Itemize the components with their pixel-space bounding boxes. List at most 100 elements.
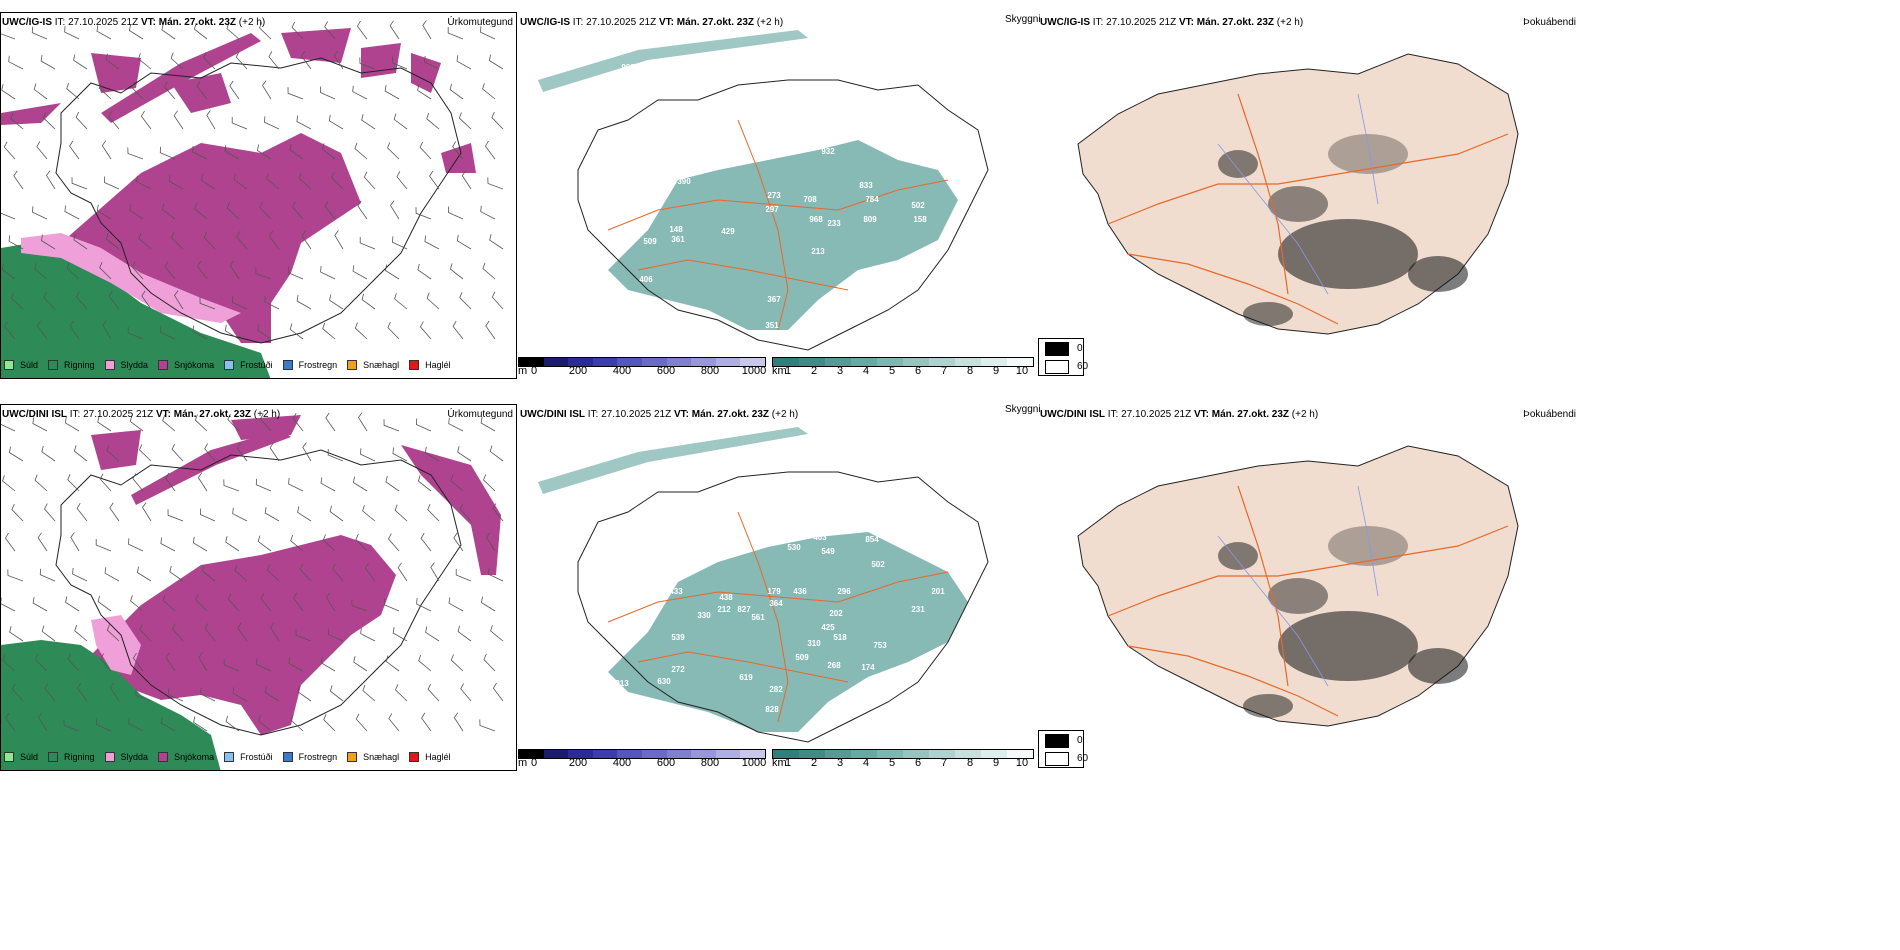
colorbar-unit: m xyxy=(518,757,528,769)
wind-barb xyxy=(259,201,272,220)
colorbar-tick: 1 xyxy=(784,365,792,377)
wind-barb xyxy=(231,296,248,310)
wind-barb xyxy=(289,143,304,160)
wind-barb xyxy=(352,265,368,280)
wind-barb xyxy=(43,291,56,310)
wind-barb xyxy=(128,717,144,732)
colorbar-tick: 10 xyxy=(1015,365,1029,377)
wind-barb xyxy=(138,232,152,250)
wind-barb xyxy=(160,717,176,732)
wind-barb xyxy=(229,260,240,280)
wind-barb xyxy=(417,263,432,280)
visibility-colorbar xyxy=(772,749,1034,759)
wind-barb xyxy=(267,564,280,582)
wind-barb xyxy=(66,82,80,100)
valid-time: VT: Mán. 27.okt. 23Z xyxy=(1178,17,1274,28)
wind-barb xyxy=(233,173,248,190)
wind-barb xyxy=(196,80,208,100)
cloud-height-label: 549 xyxy=(821,547,835,556)
legend-label: Haglél xyxy=(425,752,451,762)
wind-barb xyxy=(260,593,272,612)
legend-label: Frostúði xyxy=(240,360,273,370)
wind-barb xyxy=(480,26,496,40)
precip-panel-label: Úrkomutegund xyxy=(447,409,513,420)
wind-barb xyxy=(415,207,432,220)
wind-barb xyxy=(447,27,464,40)
wind-barb xyxy=(424,55,440,70)
wind-barb xyxy=(109,682,120,702)
sleet-area xyxy=(91,615,141,675)
wind-barb xyxy=(132,652,144,672)
fog-map-row2 xyxy=(1077,445,1519,727)
legend-label: Slydda xyxy=(120,360,149,370)
init-time: IT: 27.10.2025 21Z xyxy=(1092,17,1177,28)
wind-barb xyxy=(257,324,272,340)
wind-barb xyxy=(67,653,80,672)
colorbar-tick: 2 xyxy=(810,757,818,769)
wind-barb xyxy=(164,81,176,100)
wind-barb xyxy=(258,715,272,732)
wind-barb xyxy=(77,682,88,702)
wind-barb xyxy=(161,203,176,220)
wind-barb xyxy=(287,87,304,100)
cloud-height-label: 364 xyxy=(769,599,783,608)
cloud-height-label: 390 xyxy=(677,177,691,186)
cloud-height-label: 429 xyxy=(721,227,735,236)
snow-area xyxy=(81,415,501,735)
wind-barb xyxy=(255,478,272,492)
wind-barb xyxy=(171,232,184,250)
wind-barb xyxy=(319,86,336,100)
iceland-coastline xyxy=(577,471,989,743)
wind-barb xyxy=(72,567,88,582)
wind-barb xyxy=(424,235,440,250)
wind-barb xyxy=(291,21,304,40)
cloud-height-label: 433 xyxy=(669,587,683,596)
wind-barb xyxy=(32,417,48,432)
wind-barb xyxy=(41,445,56,462)
wind-barb xyxy=(71,177,88,190)
valid-time: VT: Mán. 27.okt. 23Z xyxy=(658,17,754,28)
wind-barb xyxy=(388,713,400,732)
wind-barb xyxy=(290,714,304,732)
wind-barb xyxy=(255,267,272,280)
wind-barb xyxy=(225,536,240,552)
colorbar-tick: 10 xyxy=(1015,757,1029,769)
wind-barb xyxy=(333,50,344,70)
wind-barb xyxy=(289,323,304,340)
wind-barb xyxy=(392,447,408,462)
wind-barb xyxy=(204,622,216,642)
wind-barb xyxy=(229,80,240,100)
wind-barb xyxy=(492,503,504,522)
cloud-height-label: 809 xyxy=(863,215,877,224)
wind-barb xyxy=(360,448,376,462)
cloud-height-label: 158 xyxy=(913,215,927,224)
wind-barb xyxy=(127,327,144,340)
wind-barb xyxy=(160,537,176,552)
cloud-height-label: 614 xyxy=(633,191,647,200)
cloud-height-label: 403 xyxy=(813,533,827,542)
snow-band xyxy=(131,430,291,505)
wind-barb xyxy=(232,687,248,702)
cloud-height-label: 282 xyxy=(769,685,783,694)
wind-barb xyxy=(159,146,176,160)
colorbar-tick: 6 xyxy=(914,365,922,377)
legend-swatch xyxy=(347,360,358,370)
wind-barb xyxy=(488,54,504,70)
rain-area xyxy=(1,243,271,378)
colorbar-tick: 5 xyxy=(888,757,896,769)
wind-barb xyxy=(384,264,400,280)
wind-barb xyxy=(162,414,176,432)
colorbar-tick: 6 xyxy=(914,757,922,769)
cloud-height-label: 708 xyxy=(803,195,817,204)
wind-barb xyxy=(32,597,48,612)
colorbar-tick: 200 xyxy=(568,365,588,377)
wind-barb xyxy=(323,714,336,732)
wind-barb xyxy=(108,290,120,310)
wind-barb xyxy=(69,320,80,340)
fog-legend-label: 60 xyxy=(1077,753,1089,764)
cloud-height-label: 368 xyxy=(813,133,827,142)
wind-barb xyxy=(290,534,304,552)
row1-cloud-panel: UWC/IG-IS IT: 27.10.2025 21Z VT: Mán. 27… xyxy=(518,12,1041,382)
wind-barb xyxy=(73,54,88,70)
wind-barb xyxy=(450,474,464,492)
